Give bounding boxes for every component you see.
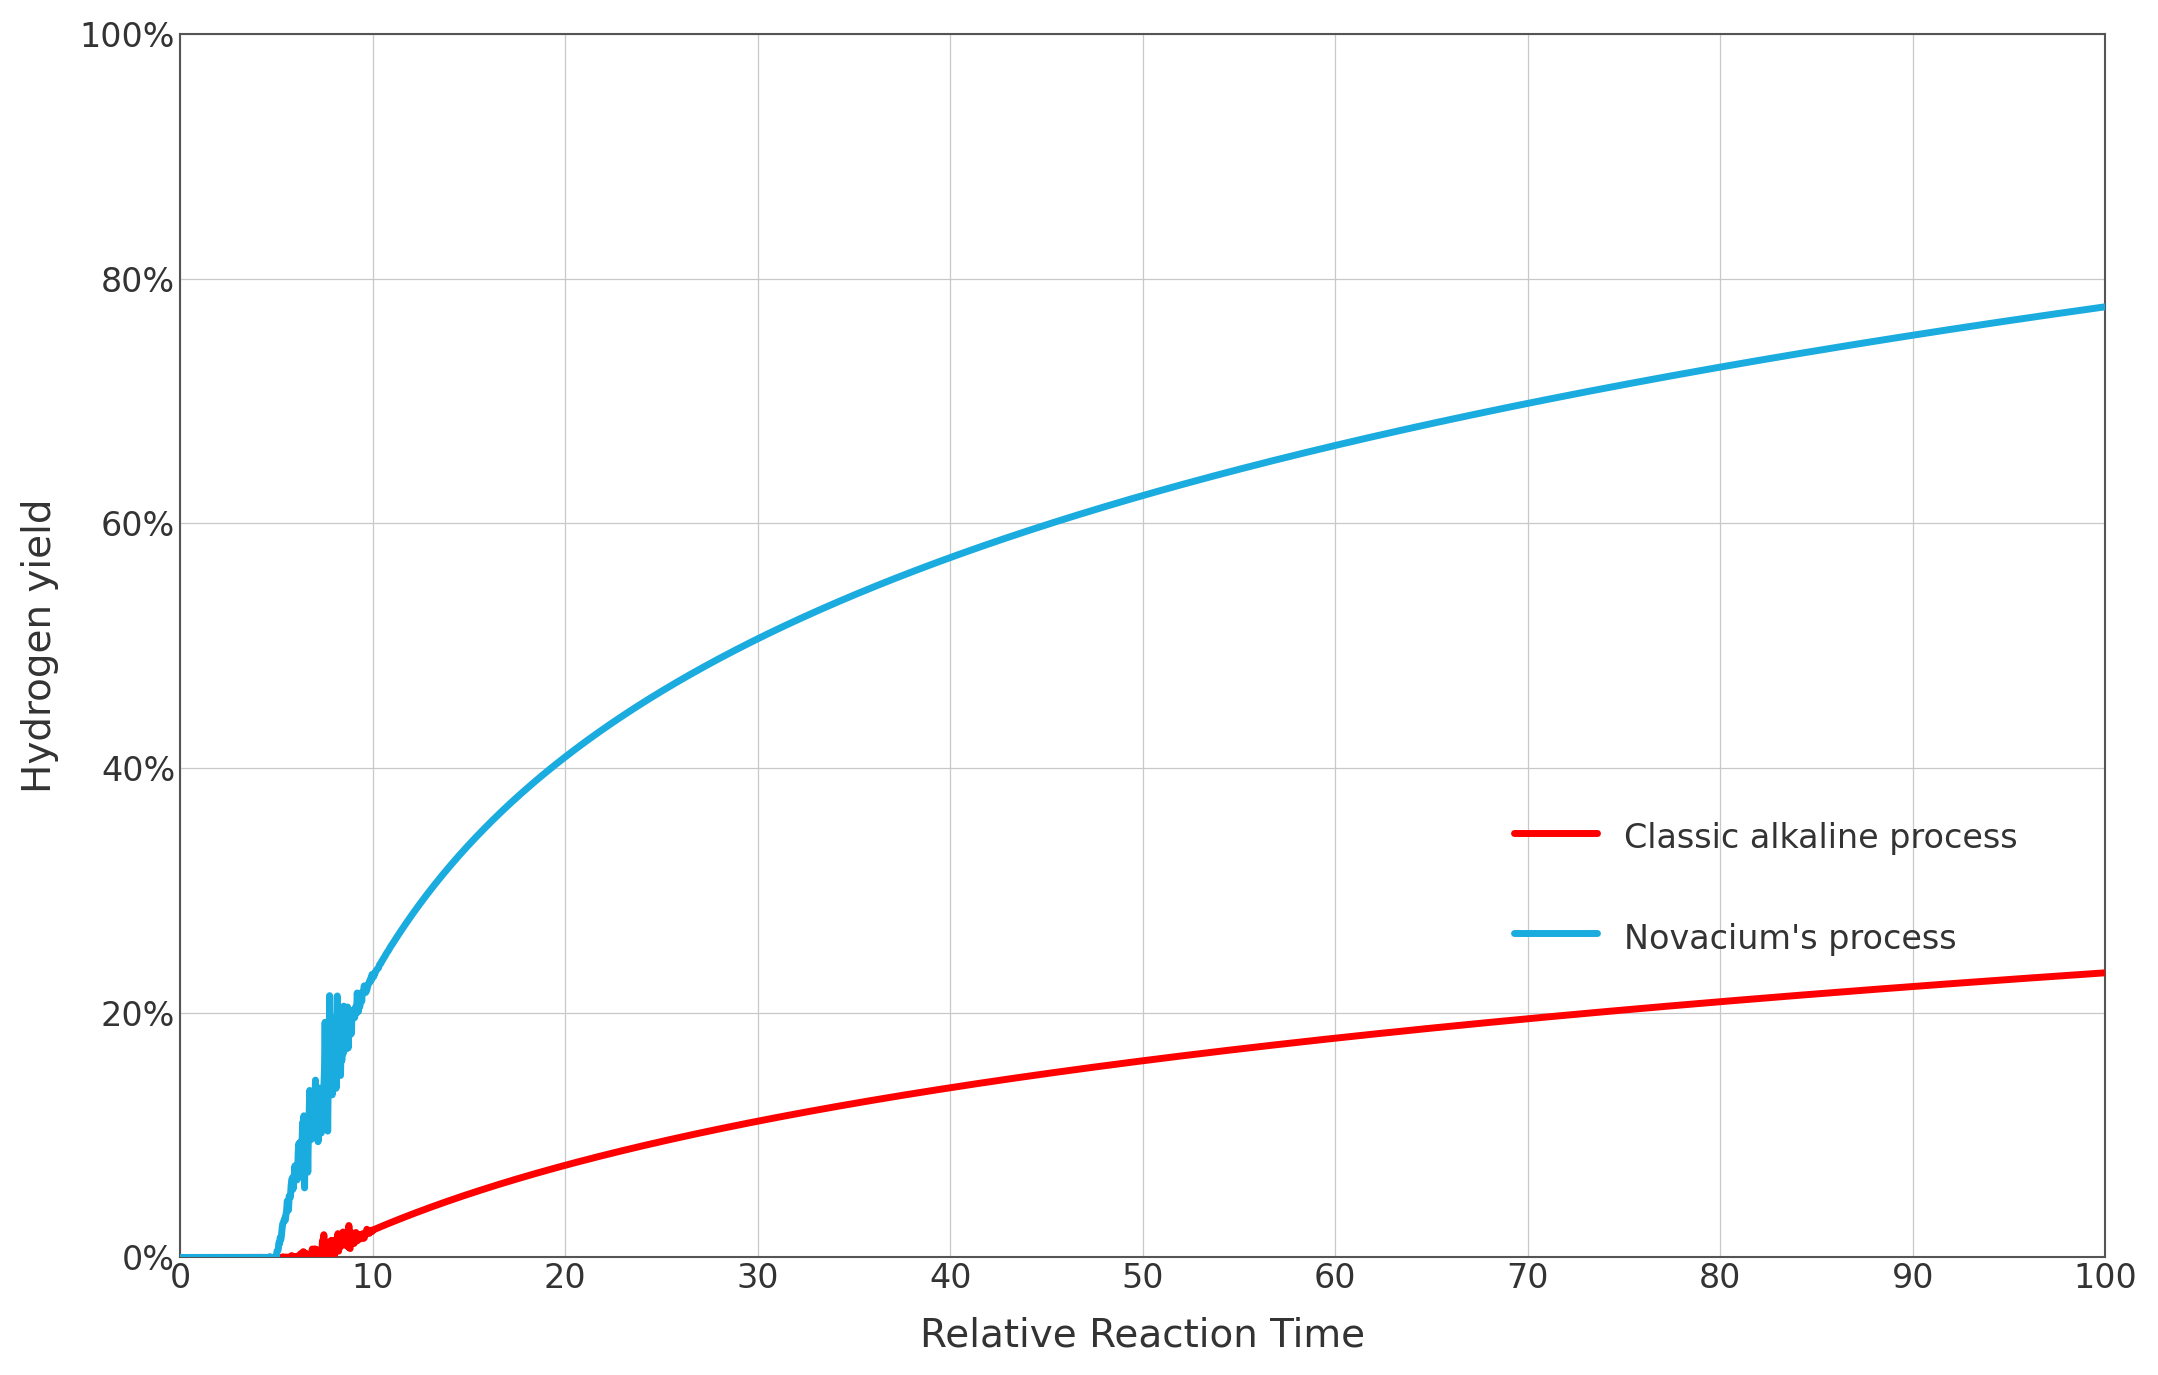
Novacium's process <box>2054 304 2080 320</box>
Novacium's process <box>906 561 932 578</box>
Classic alkaline process <box>906 1085 932 1101</box>
Classic alkaline process <box>988 1071 1014 1088</box>
Classic alkaline process <box>501 1172 527 1188</box>
Novacium's process <box>1847 336 1873 352</box>
Novacium's process <box>501 792 527 808</box>
Novacium's process <box>988 531 1014 547</box>
X-axis label: Relative Reaction Time: Relative Reaction Time <box>919 1316 1366 1354</box>
Novacium's process <box>166 1250 192 1266</box>
Classic alkaline process <box>2054 967 2080 983</box>
Classic alkaline process <box>2093 964 2119 980</box>
Novacium's process <box>386 925 412 942</box>
Classic alkaline process <box>1847 982 1873 998</box>
Line: Novacium's process: Novacium's process <box>179 307 2106 1258</box>
Novacium's process <box>2093 298 2119 315</box>
Legend: Classic alkaline process, Novacium's process: Classic alkaline process, Novacium's pro… <box>1500 803 2031 972</box>
Line: Classic alkaline process: Classic alkaline process <box>179 972 2106 1258</box>
Classic alkaline process <box>166 1250 192 1266</box>
Y-axis label: Hydrogen yield: Hydrogen yield <box>22 498 58 793</box>
Classic alkaline process <box>386 1211 412 1228</box>
